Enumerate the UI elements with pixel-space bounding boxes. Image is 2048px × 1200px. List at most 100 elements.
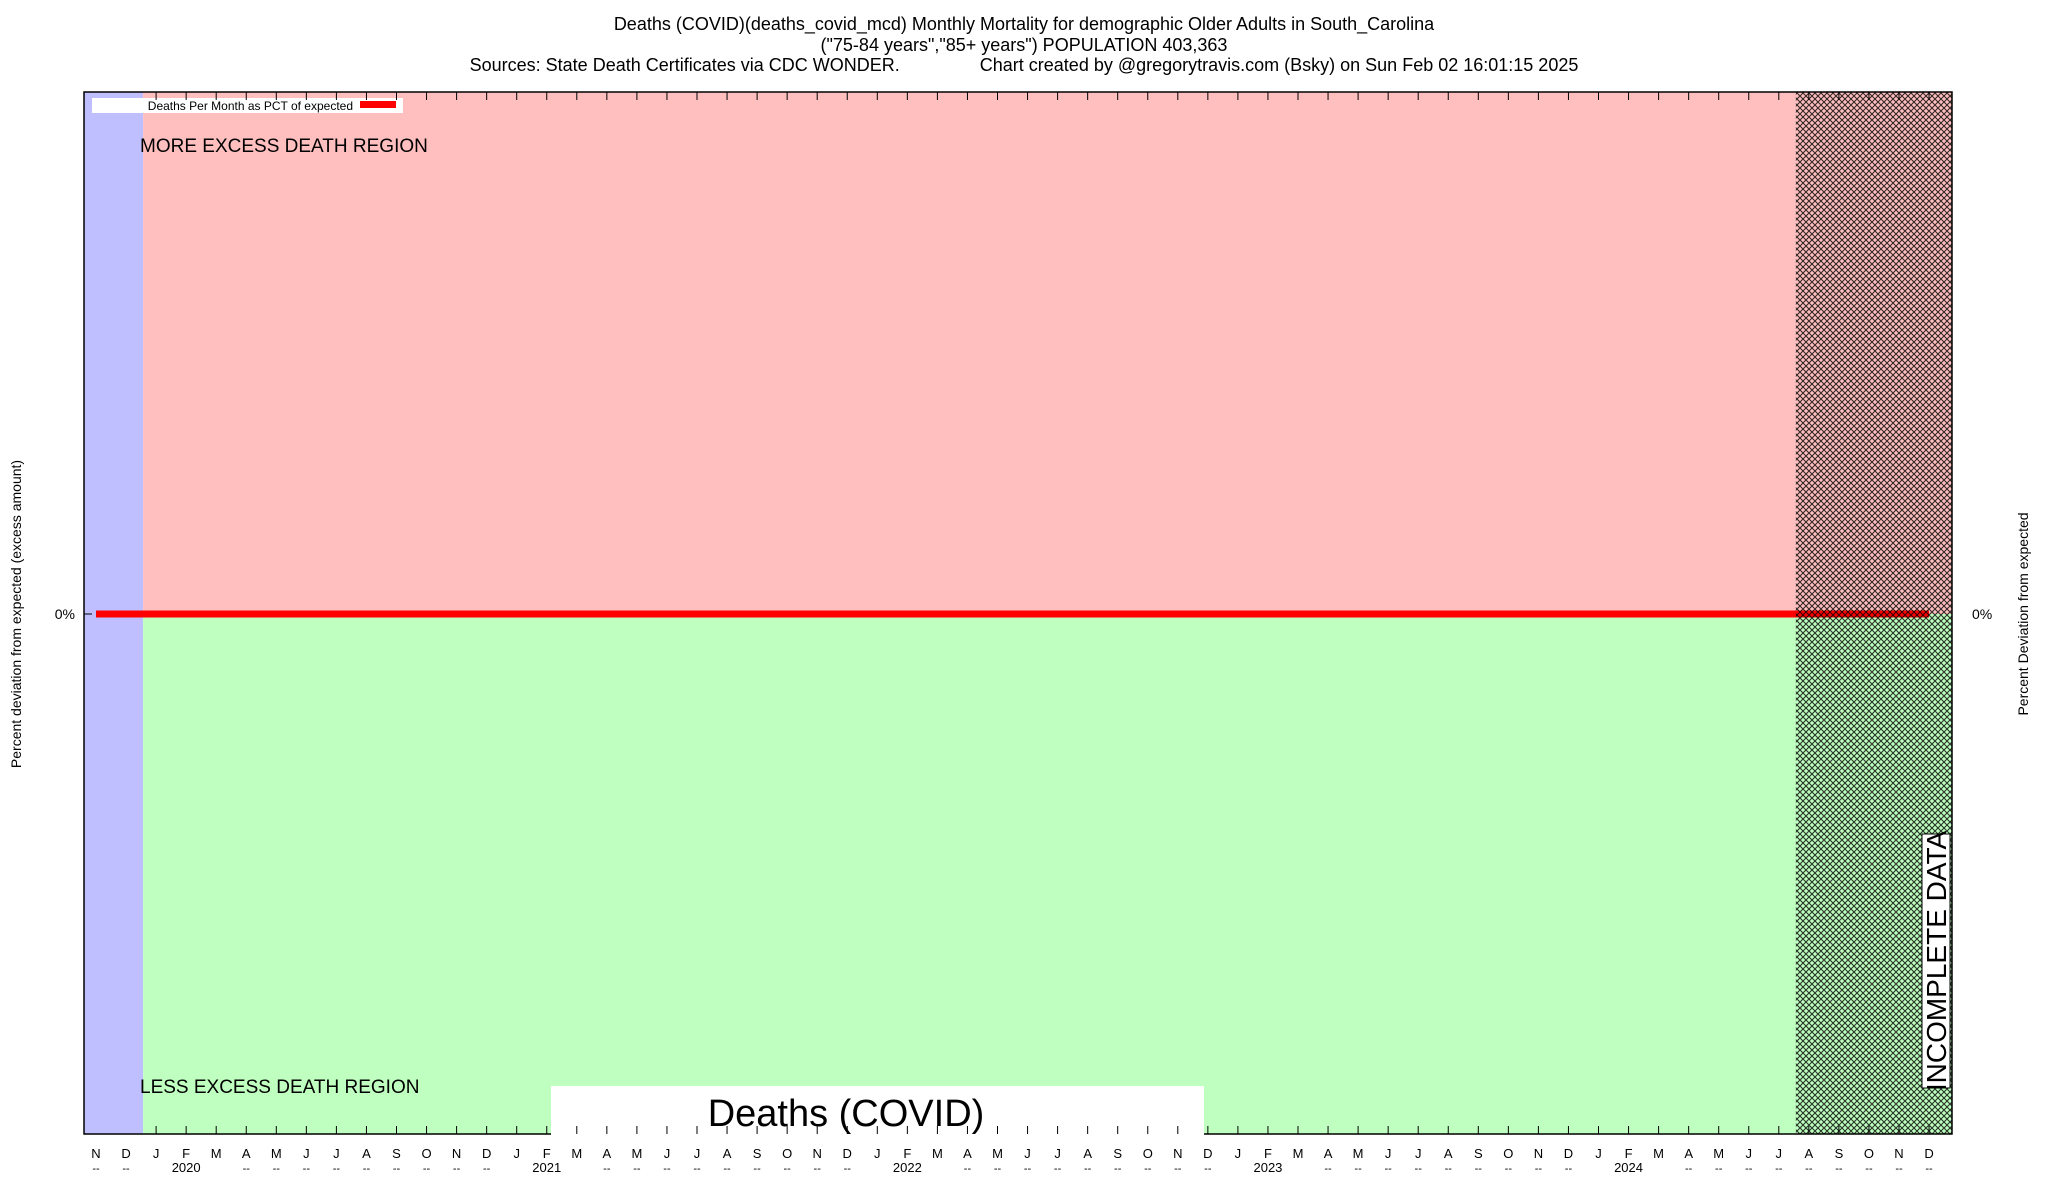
x-tick-label: O — [1503, 1146, 1513, 1161]
x-tick-sublabel: -- — [1174, 1163, 1182, 1175]
x-tick-label: J — [333, 1146, 340, 1161]
x-tick-label: M — [271, 1146, 282, 1161]
x-tick-sublabel: -- — [1114, 1163, 1122, 1175]
legend-box — [92, 98, 403, 113]
x-tick-sublabel: -- — [1324, 1163, 1332, 1175]
x-tick-label: J — [1776, 1146, 1783, 1161]
x-tick-sublabel: -- — [333, 1163, 341, 1175]
y-axis-label-right: Percent Deviation from expected — [2015, 512, 2031, 715]
x-tick-sublabel: -- — [753, 1163, 761, 1175]
x-tick-label: A — [1684, 1146, 1693, 1161]
x-tick-label: O — [1143, 1146, 1153, 1161]
less-excess-region — [143, 614, 1953, 1134]
x-tick-sublabel: -- — [814, 1163, 822, 1175]
x-tick-sublabel: -- — [663, 1163, 671, 1175]
x-tick-label: A — [1083, 1146, 1092, 1161]
x-tick-sublabel: -- — [1024, 1163, 1032, 1175]
x-tick-sublabel: -- — [1925, 1163, 1933, 1175]
x-tick-label: N — [91, 1146, 100, 1161]
x-tick-label: A — [1444, 1146, 1453, 1161]
x-tick-label: M — [1353, 1146, 1364, 1161]
x-tick-label: J — [1595, 1146, 1602, 1161]
x-tick-sublabel: -- — [122, 1163, 130, 1175]
legend: Deaths Per Month as PCT of expected — [92, 98, 403, 113]
x-tick-label: A — [1324, 1146, 1333, 1161]
x-tick-sublabel: -- — [483, 1163, 491, 1175]
x-tick-label: J — [513, 1146, 520, 1161]
y-tick-label-right: 0% — [1972, 606, 1992, 622]
x-tick-label: D — [121, 1146, 130, 1161]
x-tick-sublabel: -- — [1775, 1163, 1783, 1175]
x-tick-sublabel: -- — [1715, 1163, 1723, 1175]
x-tick-sublabel: -- — [423, 1163, 431, 1175]
x-tick-label: N — [1894, 1146, 1903, 1161]
x-tick-label: A — [723, 1146, 732, 1161]
x-tick-sublabel: -- — [393, 1163, 401, 1175]
x-tick-sublabel: -- — [783, 1163, 791, 1175]
x-tick-label: J — [303, 1146, 310, 1161]
x-tick-label: M — [571, 1146, 582, 1161]
x-year-label: 2024 — [1614, 1160, 1643, 1175]
x-tick-label: D — [843, 1146, 852, 1161]
x-tick-sublabel: -- — [1865, 1163, 1873, 1175]
x-tick-label: A — [362, 1146, 371, 1161]
x-year-label: 2022 — [893, 1160, 922, 1175]
x-tick-label: D — [482, 1146, 491, 1161]
x-tick-sublabel: -- — [1054, 1163, 1062, 1175]
more-excess-region — [143, 92, 1953, 614]
watermark-label: Deaths (COVID) — [708, 1093, 985, 1135]
x-tick-sublabel: -- — [92, 1163, 100, 1175]
x-tick-sublabel: -- — [964, 1163, 972, 1175]
x-year-label: 2021 — [532, 1160, 561, 1175]
x-tick-label: J — [874, 1146, 881, 1161]
x-tick-sublabel: -- — [1354, 1163, 1362, 1175]
x-tick-sublabel: -- — [1204, 1163, 1212, 1175]
x-tick-sublabel: -- — [693, 1163, 701, 1175]
x-tick-sublabel: -- — [1144, 1163, 1152, 1175]
x-tick-label: F — [1625, 1146, 1633, 1161]
x-year-label: 2020 — [172, 1160, 201, 1175]
x-tick-label: S — [753, 1146, 762, 1161]
x-tick-label: M — [631, 1146, 642, 1161]
x-tick-sublabel: -- — [1565, 1163, 1573, 1175]
x-tick-label: F — [903, 1146, 911, 1161]
x-tick-label: J — [1235, 1146, 1242, 1161]
x-tick-sublabel: -- — [1805, 1163, 1813, 1175]
x-tick-label: M — [1713, 1146, 1724, 1161]
x-tick-label: J — [1415, 1146, 1422, 1161]
x-tick-sublabel: -- — [1535, 1163, 1543, 1175]
x-tick-label: N — [1173, 1146, 1182, 1161]
x-tick-label: S — [1113, 1146, 1122, 1161]
title-line-3: Sources: State Death Certificates via CD… — [470, 55, 1579, 75]
x-tick-label: D — [1564, 1146, 1573, 1161]
x-tick-label: S — [1835, 1146, 1844, 1161]
x-tick-label: M — [1293, 1146, 1304, 1161]
x-tick-sublabel: -- — [603, 1163, 611, 1175]
x-tick-label: D — [1203, 1146, 1212, 1161]
x-tick-label: N — [452, 1146, 461, 1161]
x-tick-label: F — [182, 1146, 190, 1161]
x-tick-sublabel: -- — [994, 1163, 1002, 1175]
legend-label: Deaths Per Month as PCT of expected — [148, 99, 353, 113]
x-tick-sublabel: -- — [633, 1163, 641, 1175]
x-tick-label: J — [664, 1146, 671, 1161]
more-excess-region-label: MORE EXCESS DEATH REGION — [140, 136, 428, 157]
plot-area — [84, 92, 1953, 1134]
x-tick-label: N — [1534, 1146, 1543, 1161]
x-tick-label: A — [963, 1146, 972, 1161]
x-tick-label: M — [932, 1146, 943, 1161]
x-tick-label: A — [603, 1146, 612, 1161]
x-tick-sublabel: -- — [1475, 1163, 1483, 1175]
x-tick-sublabel: -- — [363, 1163, 371, 1175]
x-tick-label: M — [1653, 1146, 1664, 1161]
x-tick-label: O — [782, 1146, 792, 1161]
incomplete-data-label: INCOMPLETE DATA — [1921, 831, 1952, 1092]
x-tick-label: O — [1864, 1146, 1874, 1161]
x-tick-sublabel: -- — [1415, 1163, 1423, 1175]
x-tick-sublabel: -- — [453, 1163, 461, 1175]
x-tick-label: A — [1805, 1146, 1814, 1161]
x-year-label: 2023 — [1253, 1160, 1282, 1175]
y-tick-label-left: 0% — [55, 606, 75, 622]
x-tick-sublabel: -- — [844, 1163, 852, 1175]
